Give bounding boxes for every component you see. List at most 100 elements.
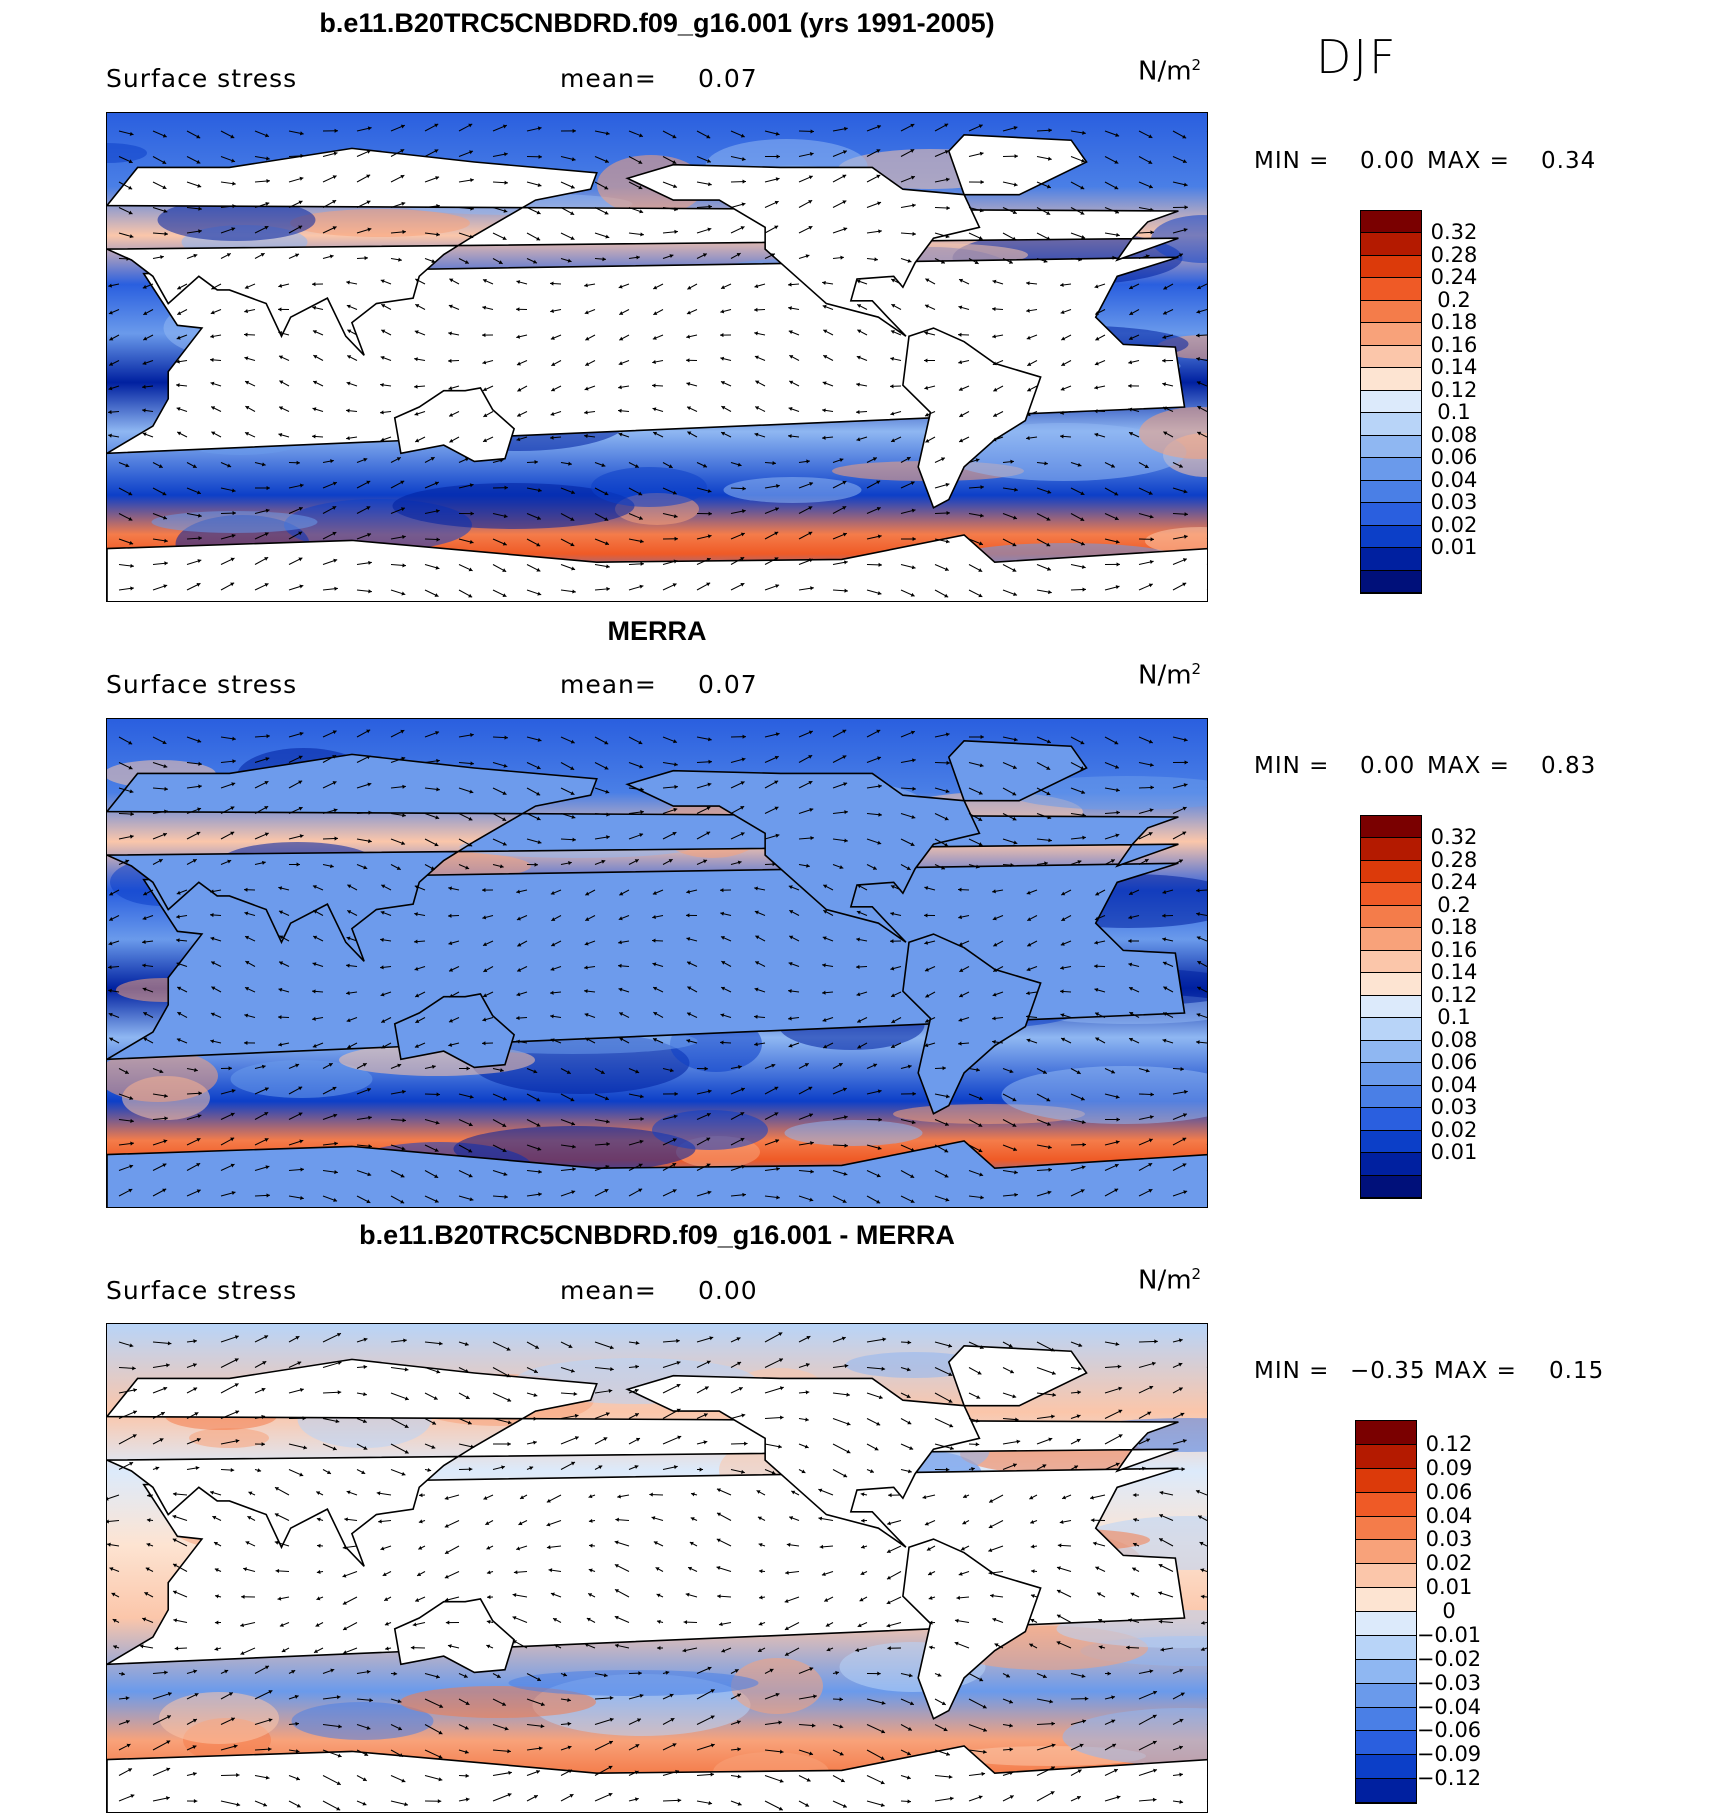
vector-arrowhead: [268, 1690, 273, 1694]
vector-arrowhead: [906, 1751, 911, 1756]
vector-arrowhead: [1026, 308, 1030, 313]
colorbar-swatch: [1356, 1492, 1416, 1517]
vector-arrowhead: [198, 206, 202, 211]
vector-arrowhead: [910, 149, 915, 153]
vector-arrowhead: [954, 1641, 959, 1646]
vector-arrowhead: [686, 310, 691, 315]
vector-arrowhead: [1182, 558, 1187, 562]
vector-arrowhead: [740, 226, 745, 230]
vector-arrowhead: [107, 1519, 109, 1524]
vector-arrowhead: [162, 185, 167, 189]
vector-arrowhead: [1046, 1097, 1051, 1102]
panel-2-map-canvas: [107, 719, 1207, 1207]
vector-arrowhead: [346, 436, 350, 441]
vector-arrowhead: [877, 591, 882, 596]
vector-arrowhead: [142, 987, 147, 992]
vector-arrowhead: [404, 1449, 409, 1454]
vector-arrowhead: [431, 1064, 436, 1069]
vector-arrowhead: [332, 200, 337, 204]
vector-arrowhead: [857, 884, 862, 889]
vector-arrowhead: [570, 739, 575, 744]
vector-arrowhead: [1026, 991, 1030, 996]
vector-arrowhead: [448, 386, 453, 391]
vector-arrowhead: [568, 461, 572, 466]
colorbar-label: 0.09: [1425, 1455, 1473, 1480]
vector-arrowhead: [873, 1063, 878, 1068]
wind-stress-vector: [1206, 1144, 1207, 1145]
panel-2-max-value: 0.83: [1541, 753, 1597, 779]
vector-arrowhead: [842, 532, 847, 537]
vector-arrowhead: [278, 432, 283, 437]
vector-arrowhead: [1094, 987, 1099, 992]
vector-arrowhead: [1118, 1409, 1123, 1414]
vector-arrowhead: [808, 506, 813, 510]
vector-arrowhead: [887, 1521, 891, 1526]
vector-arrowhead: [784, 1652, 789, 1656]
vector-arrowhead: [1048, 128, 1052, 133]
vector-arrowhead: [1009, 1747, 1014, 1752]
vector-arrowhead: [464, 260, 469, 264]
vector-arrowhead: [605, 789, 610, 794]
vector-arrowhead: [313, 1649, 318, 1653]
vector-arrowhead: [990, 1593, 994, 1598]
vector-arrowhead: [789, 380, 794, 385]
vector-arrowhead: [1027, 942, 1032, 947]
vector-arrowhead: [876, 1199, 881, 1204]
vector-arrowhead: [295, 1749, 300, 1754]
vector-arrowhead: [673, 1114, 678, 1119]
vector-arrowhead: [364, 255, 368, 261]
vector-arrowhead: [194, 1693, 199, 1697]
vector-arrowhead: [844, 588, 848, 593]
vector-arrowhead: [299, 1388, 304, 1392]
vector-arrowhead: [1114, 185, 1119, 190]
vector-arrowhead: [227, 463, 232, 468]
panel-1-mean-value: 0.07: [698, 64, 758, 93]
vector-arrowhead: [1115, 833, 1120, 838]
vector-arrowhead: [640, 787, 644, 792]
vector-arrowhead: [244, 887, 248, 892]
vector-arrowhead: [778, 1332, 783, 1337]
colorbar-label: 0: [1442, 1599, 1456, 1623]
wind-stress-vector: [1206, 1469, 1207, 1471]
vector-arrowhead: [1046, 236, 1051, 241]
vector-arrowhead: [652, 938, 656, 943]
vector-arrowhead: [600, 1070, 605, 1074]
vector-arrowhead: [940, 457, 945, 462]
colorbar-label: −0.02: [1416, 1646, 1482, 1671]
panel-1-min-value: 0.00: [1360, 148, 1416, 174]
vector-arrowhead: [332, 481, 337, 486]
vector-arrowhead: [1128, 962, 1133, 967]
vector-arrowhead: [676, 1408, 681, 1413]
vector-arrowhead: [312, 885, 317, 889]
vector-arrowhead: [402, 534, 406, 540]
colorbar-swatch: [1356, 1683, 1416, 1708]
vector-arrowhead: [274, 1513, 279, 1517]
vector-arrowhead: [538, 154, 542, 159]
vector-arrowhead: [563, 1672, 568, 1677]
vector-arrowhead: [912, 203, 916, 208]
vector-arrowhead: [265, 757, 270, 762]
vector-arrowhead: [192, 1363, 197, 1368]
vector-arrowhead: [606, 1119, 610, 1124]
vector-arrowhead: [346, 963, 350, 968]
vector-arrowhead: [774, 1086, 779, 1091]
vector-arrowhead: [1095, 891, 1100, 896]
vector-arrowhead: [469, 234, 474, 239]
vector-arrowhead: [677, 1798, 682, 1803]
vector-arrowhead: [498, 260, 503, 264]
vector-arrowhead: [196, 1138, 201, 1142]
vector-arrowhead: [754, 910, 759, 915]
vector-arrowhead: [674, 207, 678, 212]
colorbar-label: 0.2: [1437, 892, 1471, 917]
vector-arrowhead: [775, 833, 780, 838]
vector-arrowhead: [710, 1689, 715, 1693]
vector-arrowhead: [132, 1366, 136, 1371]
vector-arrowhead: [536, 1097, 541, 1102]
vector-arrowhead: [1056, 1589, 1061, 1594]
vector-arrowhead: [198, 513, 202, 518]
vector-arrowhead: [536, 210, 541, 215]
vector-arrowhead: [1042, 1070, 1047, 1074]
colorbar-label: 0.04: [1430, 1072, 1478, 1097]
vector-arrowhead: [1056, 1614, 1061, 1619]
vector-arrowhead: [214, 1620, 219, 1625]
